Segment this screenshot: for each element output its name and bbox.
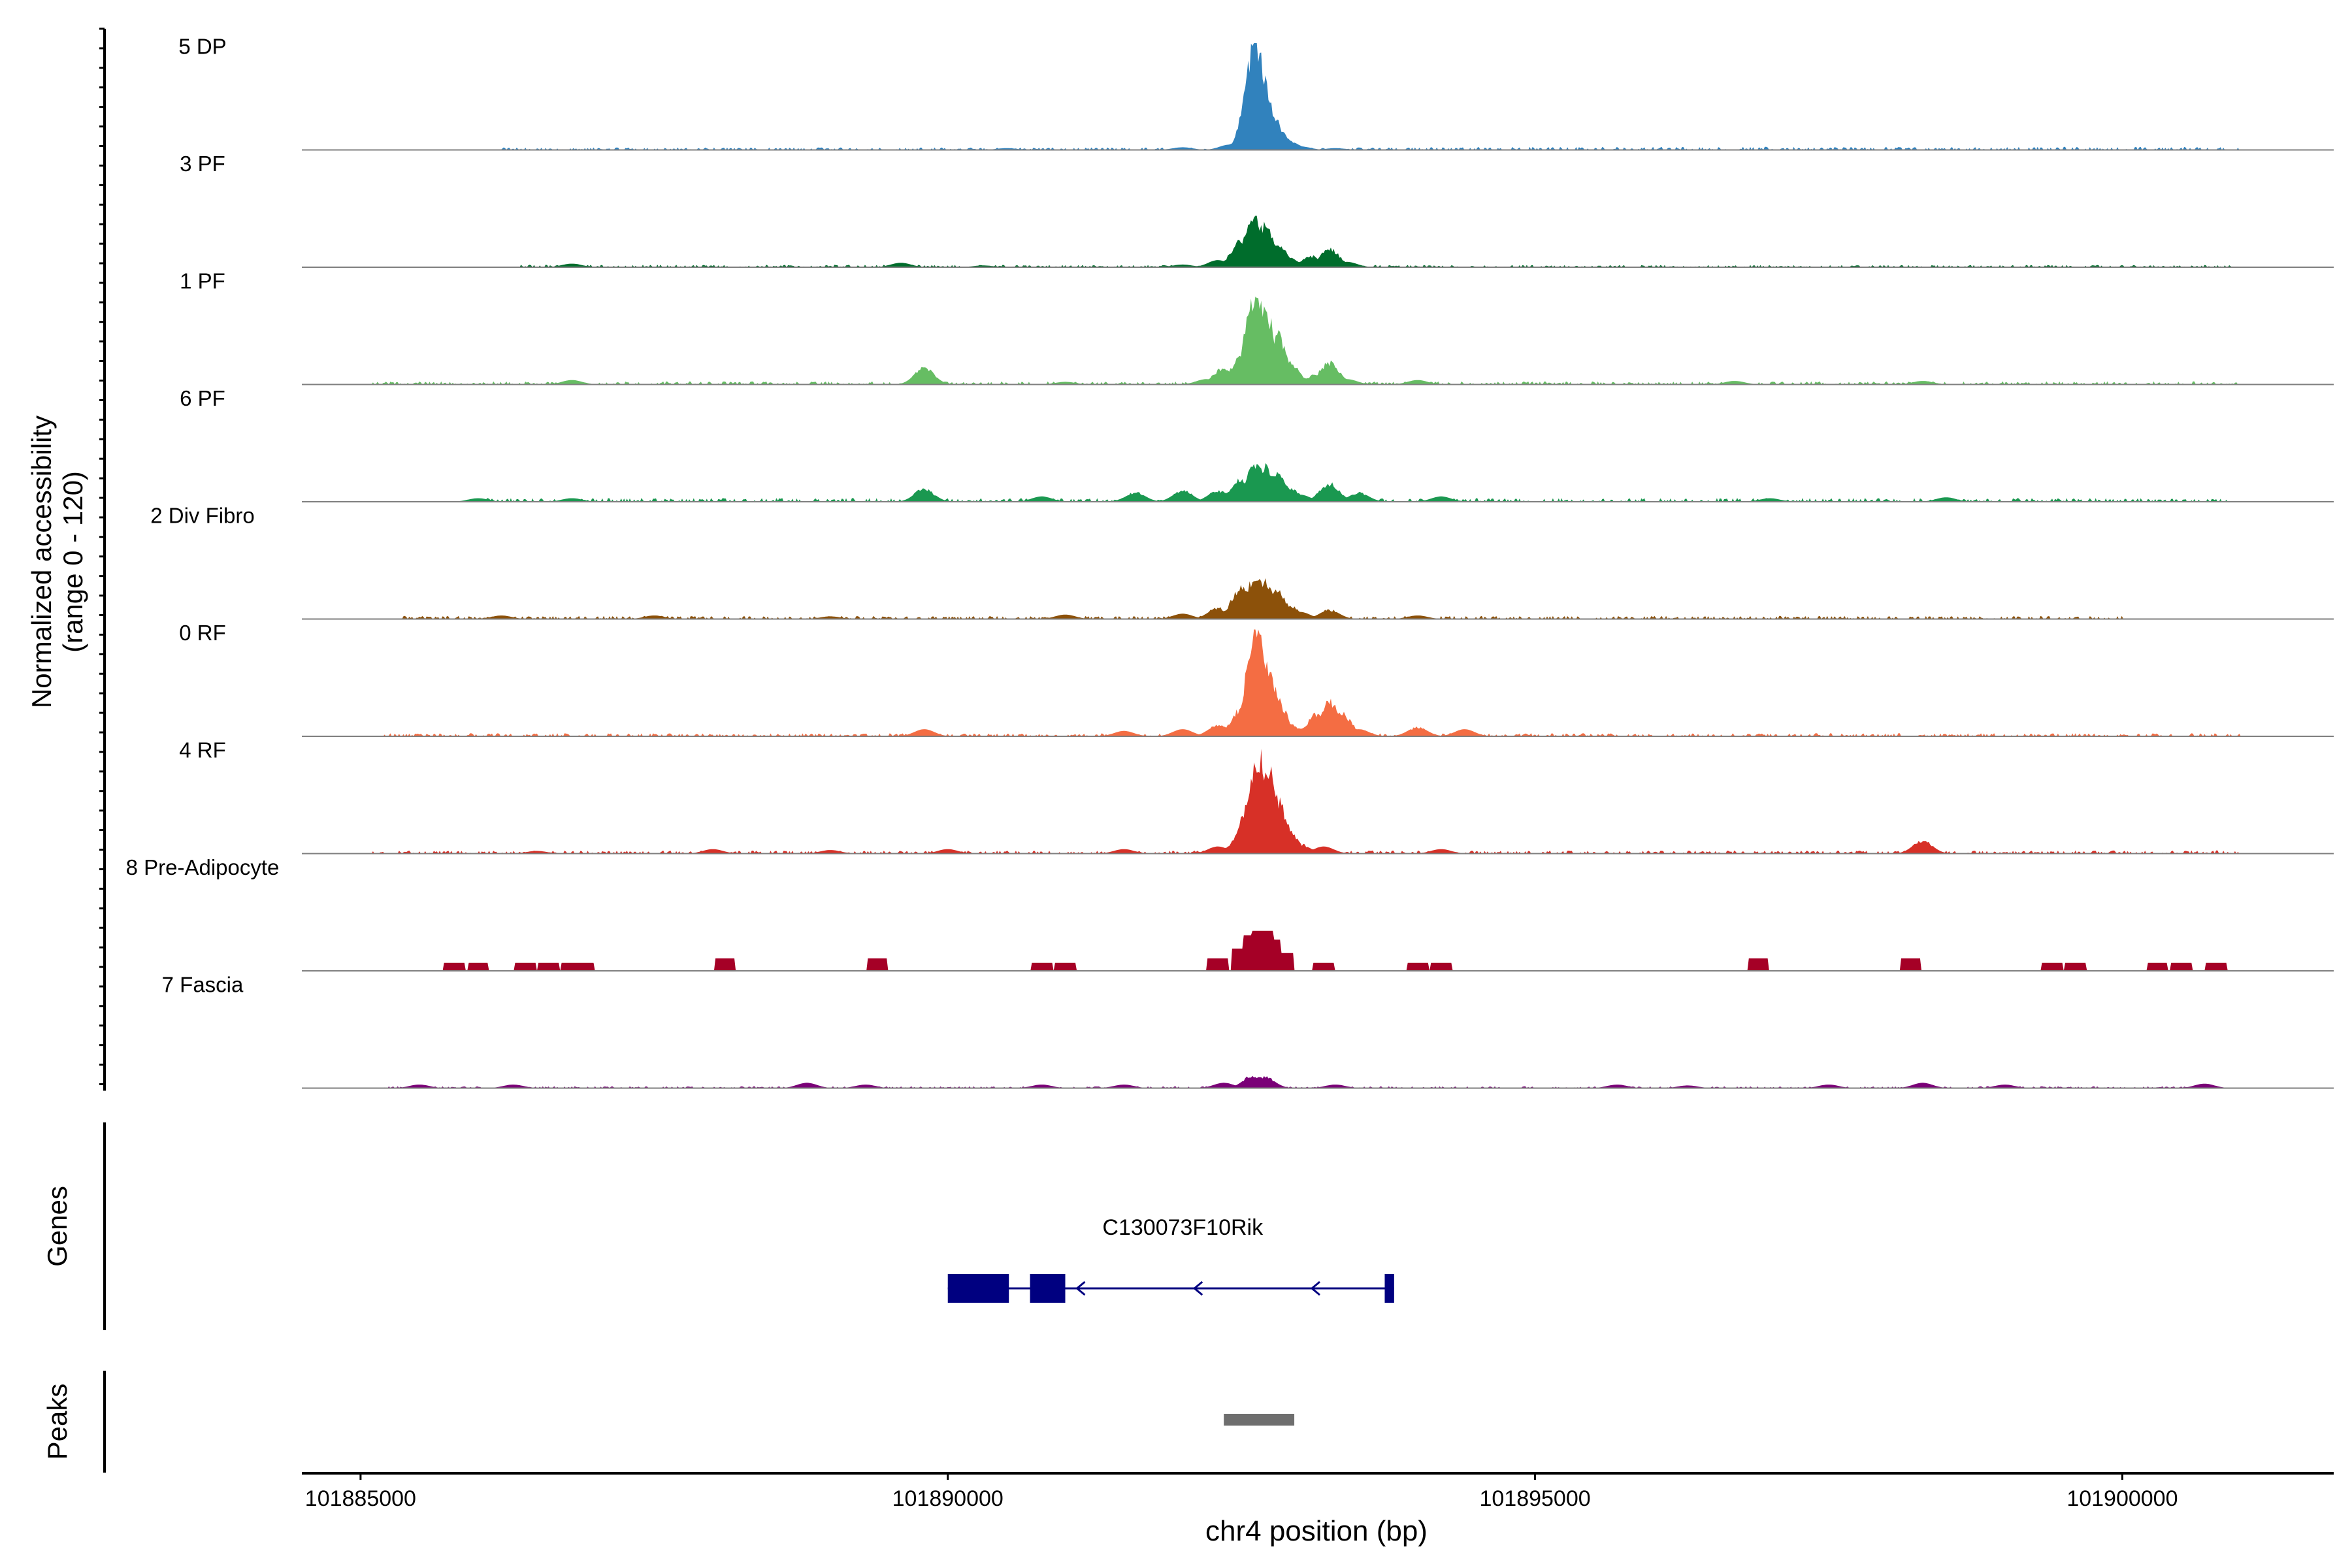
- track-8-pre-adipocyte: 8 Pre-Adipocyte: [126, 855, 2334, 972]
- peak-regions: [1224, 1414, 1295, 1426]
- track-4-rf: 4 RF: [179, 738, 2334, 855]
- strand-arrow: [1192, 1281, 1203, 1296]
- track-label: 8 Pre-Adipocyte: [126, 855, 280, 879]
- track-2-div-fibro: 2 Div Fibro: [150, 504, 2334, 620]
- strand-arrow: [1310, 1281, 1320, 1296]
- track-label: 6 PF: [180, 386, 225, 410]
- y-axis-label-line2: (range 0 - 120): [57, 471, 88, 653]
- track-label: 7 Fascia: [162, 973, 244, 997]
- x-tick-label: 101890000: [892, 1486, 1004, 1511]
- genes-panel: Genes C130073F10Rik: [42, 1122, 1394, 1330]
- gene-name-label: C130073F10Rik: [1102, 1215, 1264, 1240]
- track-7-fascia: 7 Fascia: [162, 973, 2334, 1089]
- y-axis-label-line1: Normalized accessibility: [26, 416, 57, 708]
- gene-exon: [947, 1274, 1009, 1303]
- track-label: 2 Div Fibro: [150, 504, 255, 528]
- track-label: 1 PF: [180, 269, 225, 293]
- x-tick-label: 101900000: [2066, 1486, 2178, 1511]
- y-axis: [99, 27, 106, 1091]
- x-tick-label: 101885000: [305, 1486, 416, 1511]
- gene-exon: [1384, 1274, 1394, 1303]
- track-label: 0 RF: [179, 621, 226, 645]
- coverage-tracks: 5 DP 3 PF 1 PF 6 PF 2 Div Fibro 0 RF 4 RF 8 Pre…: [126, 35, 2334, 1089]
- track-0-rf: 0 RF: [179, 621, 2334, 737]
- track-3-pf: 3 PF: [180, 152, 2334, 268]
- track-5-dp: 5 DP: [178, 35, 2334, 151]
- peak-region: [1224, 1414, 1295, 1426]
- coverage-area: [302, 1075, 2334, 1088]
- gene-exon: [1030, 1274, 1066, 1303]
- x-axis-label: chr4 position (bp): [1205, 1515, 1428, 1547]
- gene-model: [947, 1274, 1394, 1303]
- genes-axis-label: Genes: [42, 1186, 73, 1267]
- peaks-panel: Peaks: [42, 1371, 1295, 1473]
- track-label: 3 PF: [180, 152, 225, 176]
- track-1-pf: 1 PF: [180, 269, 2334, 385]
- x-axis: 101885000 101890000 101895000 101900000: [302, 1472, 2334, 1511]
- track-6-pf: 6 PF: [180, 386, 2334, 502]
- x-tick-label: 101895000: [1479, 1486, 1590, 1511]
- strand-arrow: [1075, 1281, 1086, 1296]
- track-label: 4 RF: [179, 738, 226, 762]
- coverage-area: [302, 463, 2334, 502]
- peaks-axis-label: Peaks: [42, 1384, 73, 1460]
- coverage-area: [302, 930, 2334, 971]
- coverage-area: [302, 629, 2334, 736]
- track-label: 5 DP: [178, 35, 226, 59]
